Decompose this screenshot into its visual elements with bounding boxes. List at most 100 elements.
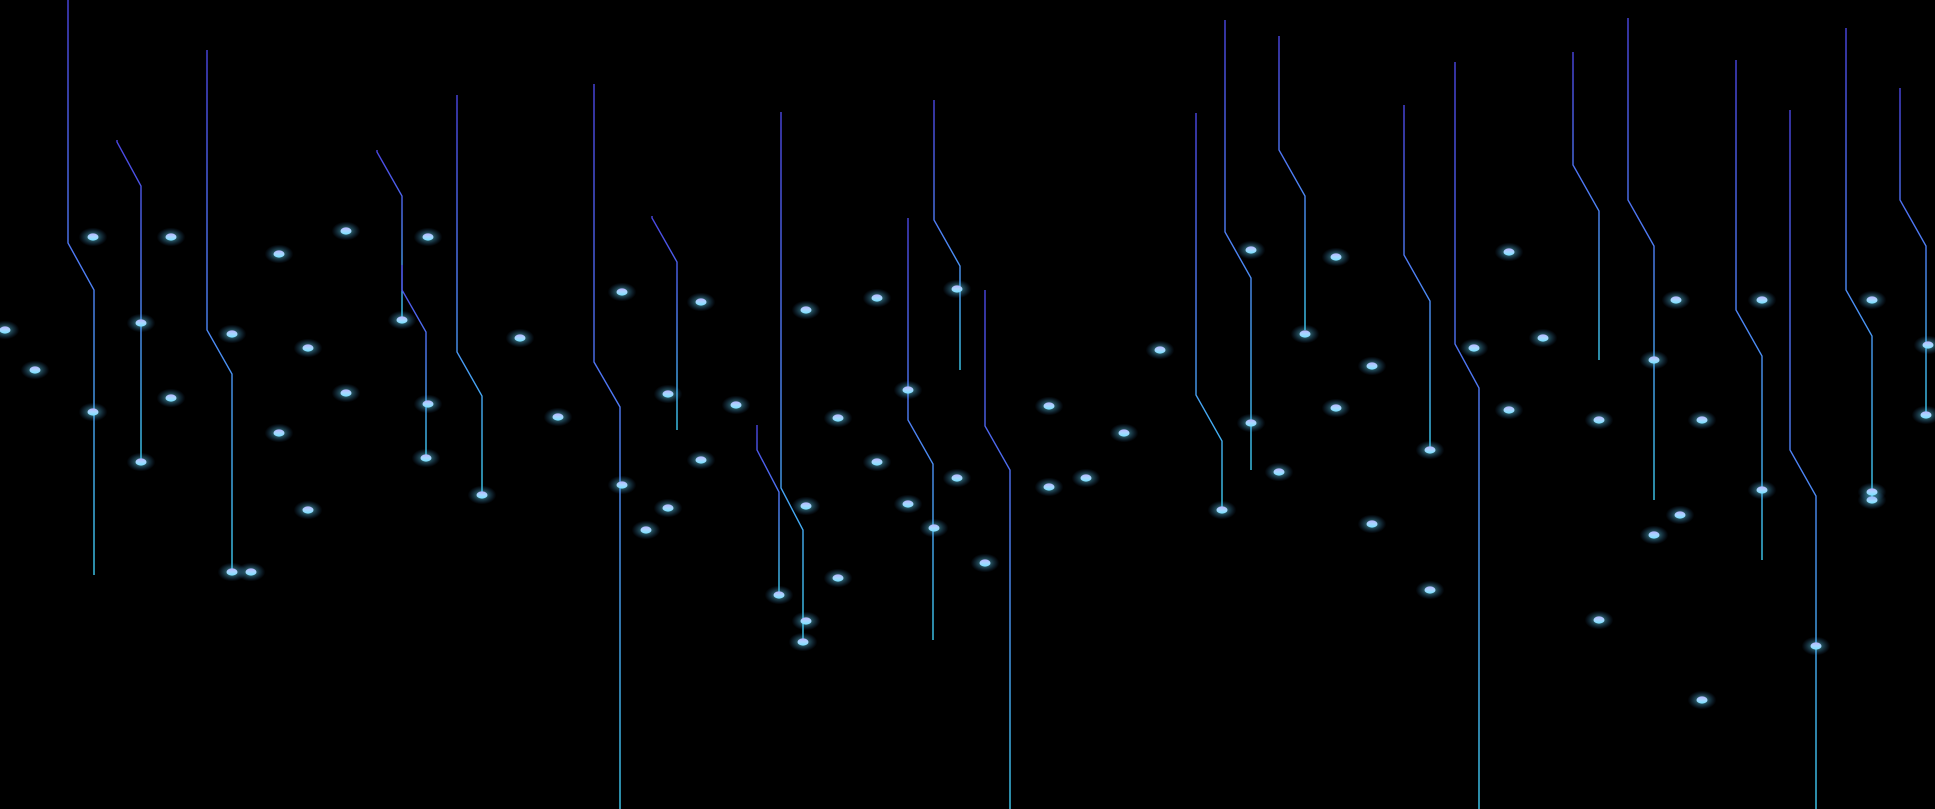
node-dot xyxy=(340,227,352,235)
node-dot xyxy=(902,500,914,508)
node-dot xyxy=(800,617,812,625)
node-dot xyxy=(552,413,564,421)
node-dot xyxy=(87,233,99,241)
node-dot-layer xyxy=(0,221,1935,710)
node-dot xyxy=(800,306,812,314)
node-dot xyxy=(616,481,628,489)
node-dot xyxy=(514,334,526,342)
node-dot xyxy=(832,574,844,582)
node-dot xyxy=(273,429,285,437)
node-dot xyxy=(1043,483,1055,491)
node-dot xyxy=(165,394,177,402)
node-dot xyxy=(340,389,352,397)
node-dot xyxy=(422,233,434,241)
node-dot xyxy=(0,326,11,334)
node-dot xyxy=(902,386,914,394)
node-dot xyxy=(800,502,812,510)
node-dot xyxy=(1503,248,1515,256)
node-dot xyxy=(1330,404,1342,412)
node-dot xyxy=(1245,419,1257,427)
node-dot xyxy=(871,458,883,466)
node-dot xyxy=(245,568,257,576)
node-dot xyxy=(1648,356,1660,364)
node-dot xyxy=(422,400,434,408)
node-dot xyxy=(1366,362,1378,370)
node-dot xyxy=(1593,416,1605,424)
node-dot xyxy=(616,288,628,296)
circuit-trace xyxy=(933,100,961,370)
node-dot xyxy=(396,316,408,324)
circuit-trace xyxy=(756,425,780,595)
node-dot xyxy=(640,526,652,534)
circuit-trace xyxy=(1195,113,1223,510)
node-dot xyxy=(29,366,41,374)
node-dot xyxy=(1670,296,1682,304)
node-dot xyxy=(1366,520,1378,528)
node-dot xyxy=(1330,253,1342,261)
circuit-trace xyxy=(651,216,678,430)
node-dot xyxy=(928,524,940,532)
circuit-trace xyxy=(1899,88,1927,415)
circuit-trace xyxy=(206,50,233,572)
node-dot xyxy=(1922,341,1934,349)
circuit-trace xyxy=(1454,62,1480,809)
node-dot xyxy=(1299,330,1311,338)
node-dot xyxy=(1866,488,1878,496)
node-dot xyxy=(165,233,177,241)
node-dot xyxy=(135,319,147,327)
circuit-trace xyxy=(1627,18,1655,500)
node-dot xyxy=(1920,411,1932,419)
node-dot xyxy=(951,285,963,293)
node-dot xyxy=(1756,486,1768,494)
node-dot xyxy=(273,250,285,258)
trace-layer xyxy=(4,0,1929,809)
node-dot xyxy=(695,298,707,306)
node-dot xyxy=(226,330,238,338)
node-dot xyxy=(773,591,785,599)
node-dot xyxy=(871,294,883,302)
node-dot xyxy=(1245,246,1257,254)
node-dot xyxy=(476,491,488,499)
node-dot xyxy=(1216,506,1228,514)
node-dot xyxy=(302,344,314,352)
node-dot xyxy=(662,504,674,512)
circuit-trace xyxy=(780,112,804,642)
node-dot xyxy=(1810,642,1822,650)
circuit-trace xyxy=(907,218,934,640)
node-dot xyxy=(1866,296,1878,304)
node-dot xyxy=(1696,696,1708,704)
node-dot xyxy=(1424,446,1436,454)
node-dot xyxy=(302,506,314,514)
node-dot xyxy=(1503,406,1515,414)
circuit-trace xyxy=(984,290,1011,809)
node-dot xyxy=(87,408,99,416)
node-dot xyxy=(1043,402,1055,410)
node-dot xyxy=(951,474,963,482)
node-dot xyxy=(662,390,674,398)
node-dot xyxy=(1080,474,1092,482)
node-dot xyxy=(226,568,238,576)
circuit-trace xyxy=(593,84,621,809)
node-dot xyxy=(832,414,844,422)
node-dot xyxy=(1468,344,1480,352)
circuit-trace xyxy=(67,0,95,575)
node-dot xyxy=(1118,429,1130,437)
node-dot xyxy=(135,458,147,466)
node-dot xyxy=(1674,511,1686,519)
node-dot xyxy=(420,454,432,462)
node-dot xyxy=(1756,296,1768,304)
node-dot xyxy=(797,638,809,646)
node-dot xyxy=(979,559,991,567)
node-dot xyxy=(1424,586,1436,594)
node-dot xyxy=(1648,531,1660,539)
node-dot xyxy=(695,456,707,464)
node-dot xyxy=(1537,334,1549,342)
node-dot xyxy=(1593,616,1605,624)
node-dot xyxy=(1696,416,1708,424)
node-dot xyxy=(730,401,742,409)
node-dot xyxy=(1154,346,1166,354)
node-dot xyxy=(1273,468,1285,476)
